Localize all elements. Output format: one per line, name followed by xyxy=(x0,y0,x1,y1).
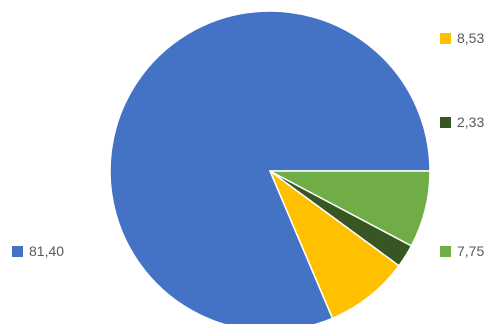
legend-label-0: 81,40 xyxy=(29,243,64,259)
pie-slice-0 xyxy=(109,10,431,324)
legend-swatch-2 xyxy=(440,117,451,128)
legend-label-2: 2,33 xyxy=(457,114,484,130)
legend-swatch-1 xyxy=(440,33,451,44)
pie-slice-3 xyxy=(269,170,431,247)
legend-swatch-0 xyxy=(12,246,23,257)
pie-slices xyxy=(109,10,431,324)
legend-swatch-3 xyxy=(440,246,451,257)
legend: 81,40 8,53 2,33 7,75 xyxy=(12,30,484,259)
legend-label-3: 7,75 xyxy=(457,243,484,259)
pie-slice-1 xyxy=(269,170,400,320)
legend-label-1: 8,53 xyxy=(457,30,484,46)
